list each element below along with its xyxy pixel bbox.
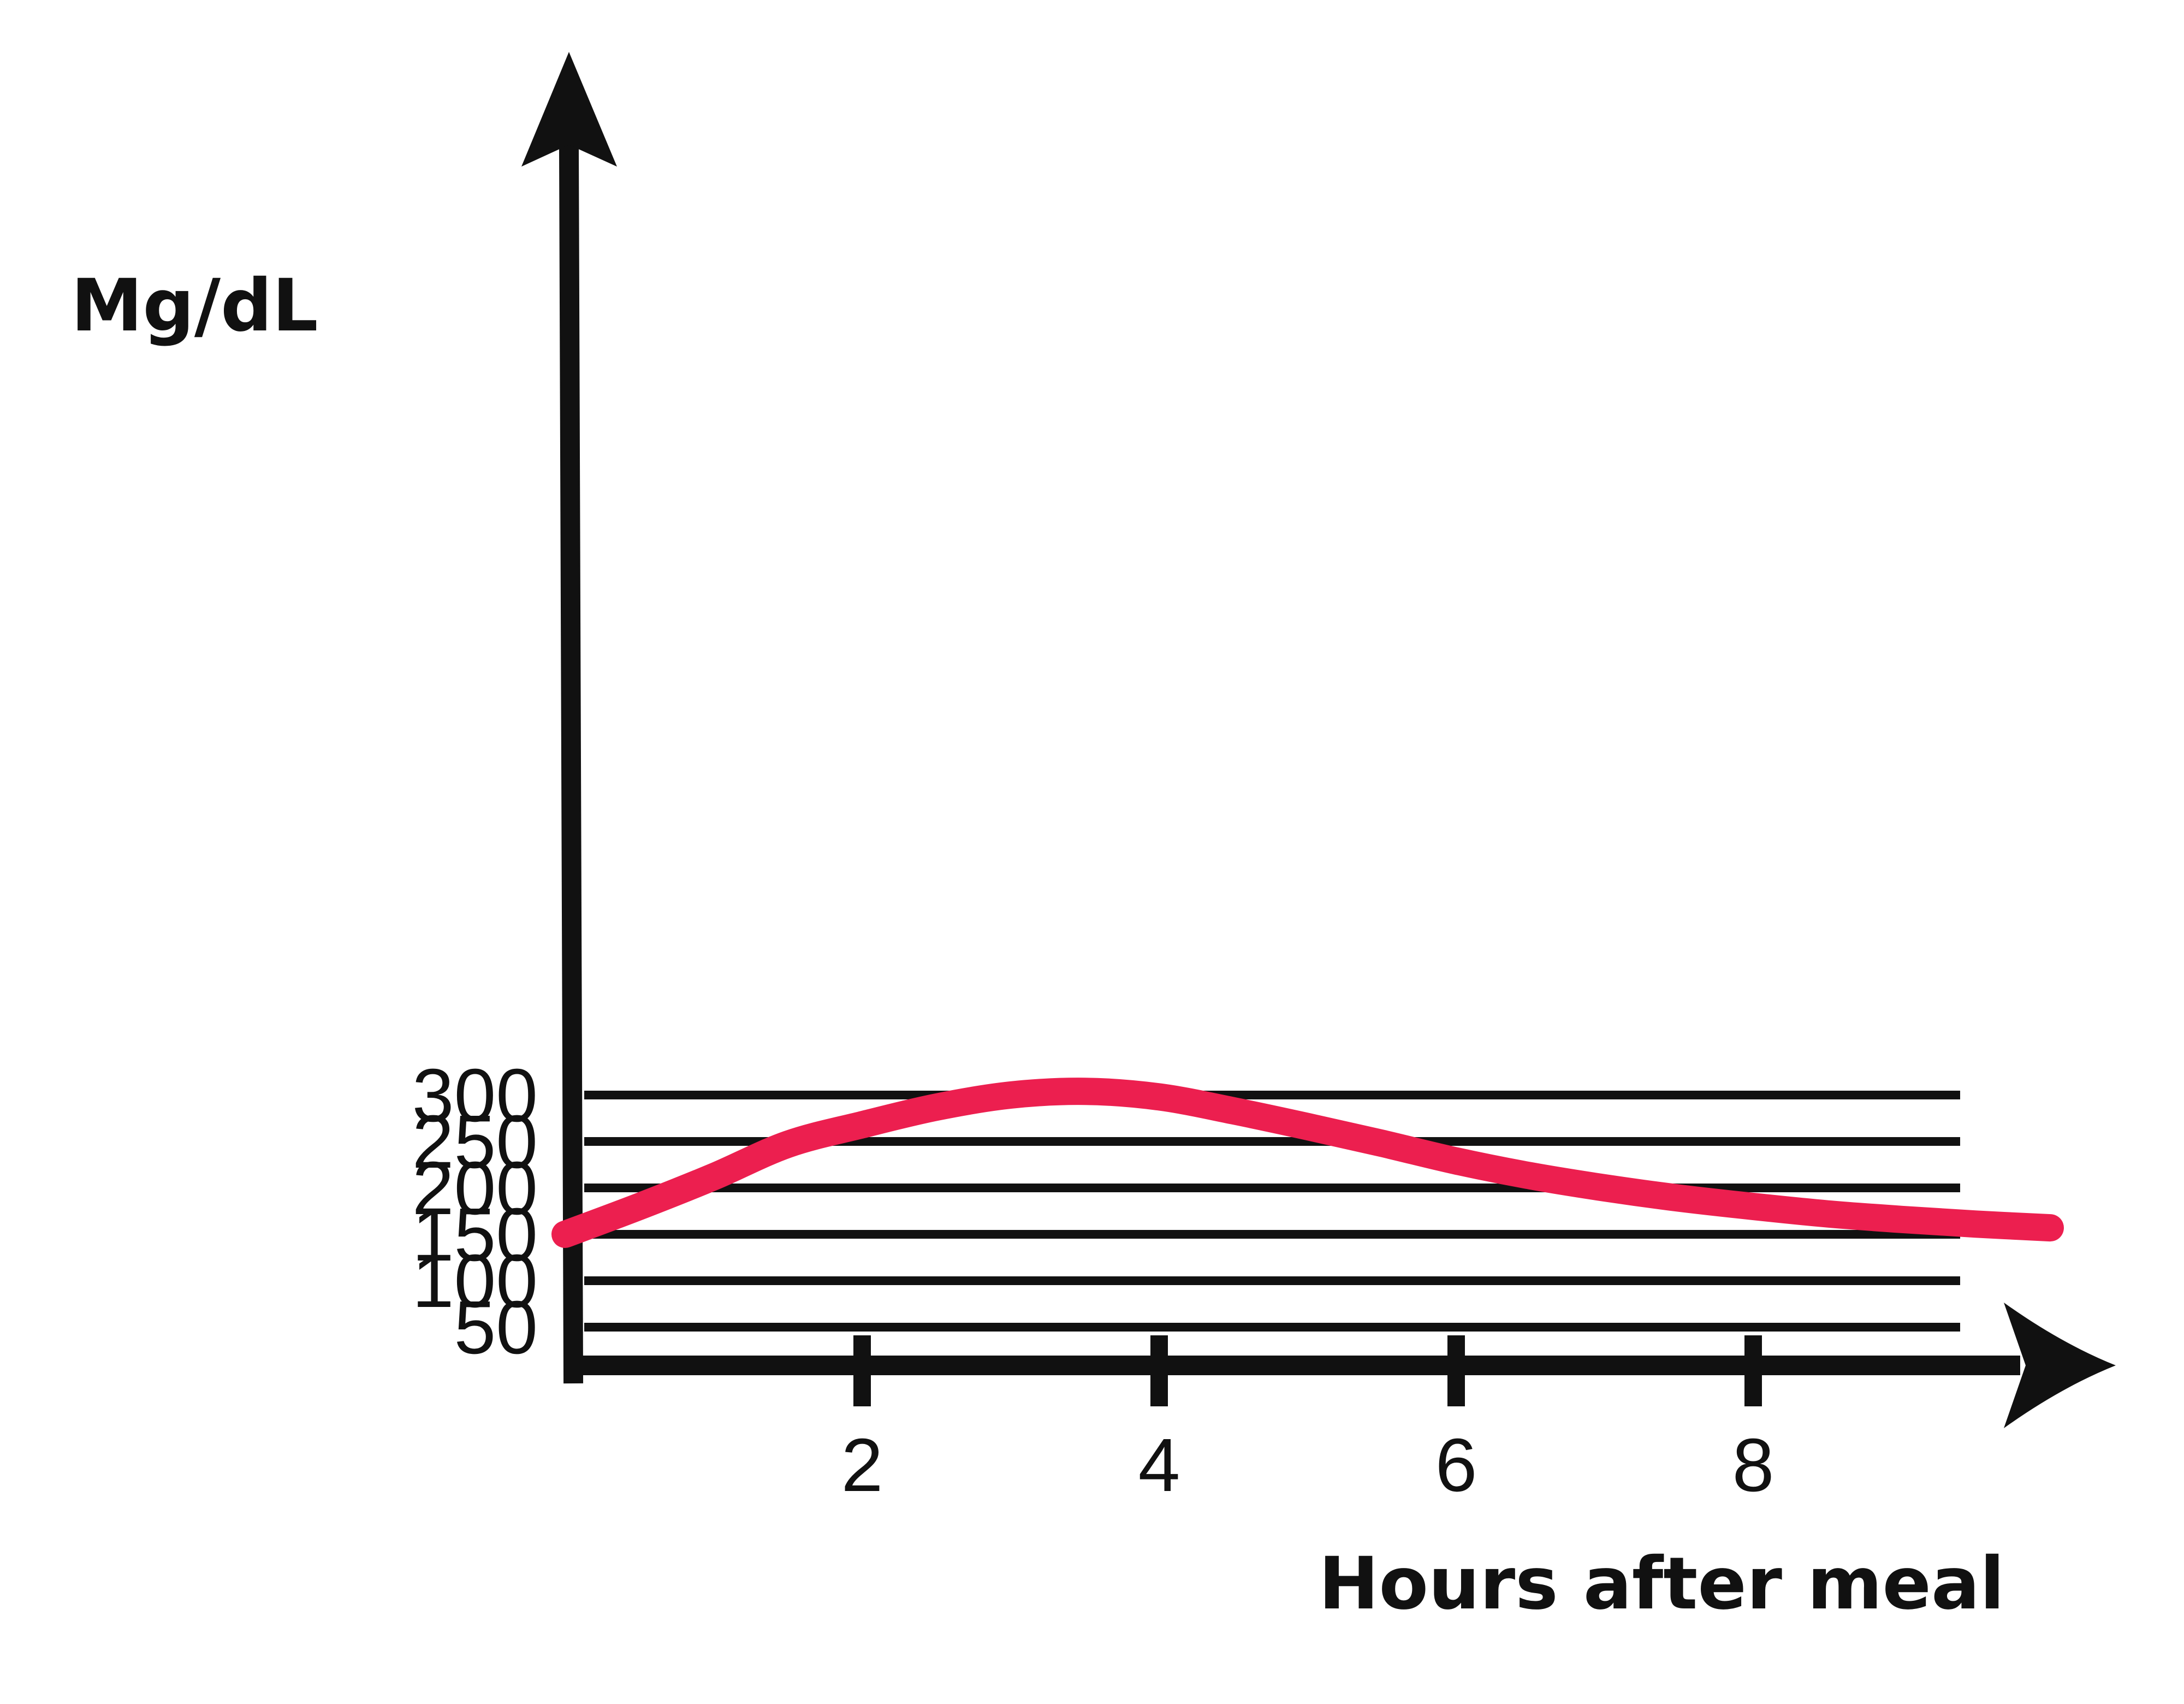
x-tick-label-2: 2 xyxy=(841,1423,883,1507)
x-axis-title: Hours after meal xyxy=(1319,1542,2004,1626)
series-line xyxy=(551,1078,2064,1248)
x-tick-label-6: 6 xyxy=(1435,1423,1477,1507)
x-tick-labels: 2 4 6 8 xyxy=(841,1423,1775,1507)
y-tick-label-50: 50 xyxy=(454,1286,538,1370)
y-axis-title: Mg/dL xyxy=(71,264,318,348)
y-tick-label-200: 200 xyxy=(412,1146,538,1230)
x-ticks xyxy=(853,1335,1762,1406)
y-tick-label-150: 150 xyxy=(412,1193,538,1277)
x-tick-label-8: 8 xyxy=(1732,1423,1775,1507)
y-tick-label-100: 100 xyxy=(412,1239,538,1323)
y-axis-arrowhead xyxy=(521,52,617,167)
y-tick-label-300: 300 xyxy=(412,1054,538,1138)
y-tick-label-250: 250 xyxy=(412,1100,538,1184)
axes xyxy=(521,52,2116,1428)
x-axis-arrowhead xyxy=(2004,1303,2116,1428)
x-tick-label-4: 4 xyxy=(1138,1423,1180,1507)
y-axis-line xyxy=(559,137,584,1384)
